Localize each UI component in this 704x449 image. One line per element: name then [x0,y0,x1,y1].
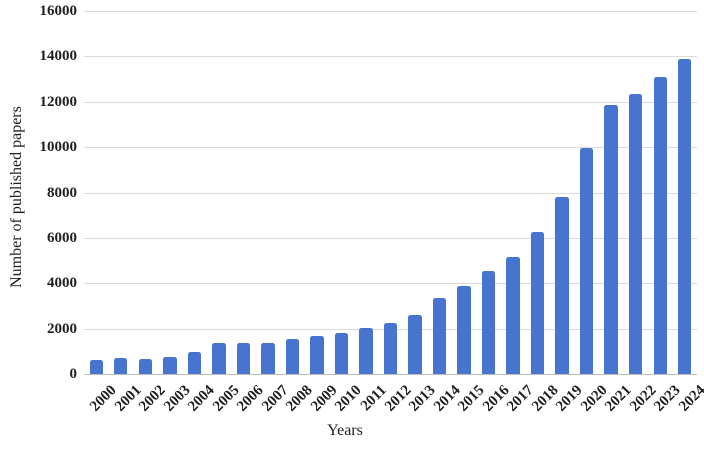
y-tick-label: 10000 [39,139,78,156]
bar-2006 [236,343,251,374]
bar-2011 [359,327,373,374]
bar-2002 [138,359,152,374]
y-tick-label: 2000 [47,320,77,337]
bar-2008 [285,339,300,374]
bar-2007 [261,343,275,374]
y-tick-label: 0 [69,366,78,382]
gridline [84,147,697,149]
bar-2020 [579,148,594,374]
bar-2000 [89,360,103,374]
bar-2001 [114,358,128,374]
x-axis-title: Years [327,422,363,439]
x-axis-line [84,374,697,376]
bar-2015 [457,285,471,374]
bar-2005 [212,342,226,374]
bar-2009 [310,336,324,374]
bar-2021 [604,105,618,374]
bar-2013 [408,315,422,374]
bar-2016 [481,270,496,374]
y-tick-label: 8000 [47,184,77,201]
y-tick-label: 6000 [47,229,77,246]
gridline [84,192,697,194]
gridline [84,237,697,239]
bar-2023 [653,76,667,374]
bar-2017 [506,257,520,374]
bar-2018 [530,232,545,374]
gridline [84,56,697,58]
y-tick-label: 16000 [39,3,78,19]
bar-2012 [383,322,398,374]
y-tick-label: 14000 [39,48,78,65]
bar-2014 [432,298,447,374]
x-tick-label: 2024 [675,382,704,415]
x-tick-label: 2011 [357,382,390,415]
bar-2003 [163,357,177,374]
gridline [84,101,697,103]
y-tick-label: 4000 [47,275,77,292]
bar-2004 [187,352,202,374]
gridline [84,11,697,12]
bar-2019 [555,197,569,374]
bar-2022 [629,93,643,374]
bar-2024 [678,58,692,374]
gridline [84,283,697,285]
y-tick-label: 12000 [39,93,78,110]
bar-2010 [334,333,349,374]
